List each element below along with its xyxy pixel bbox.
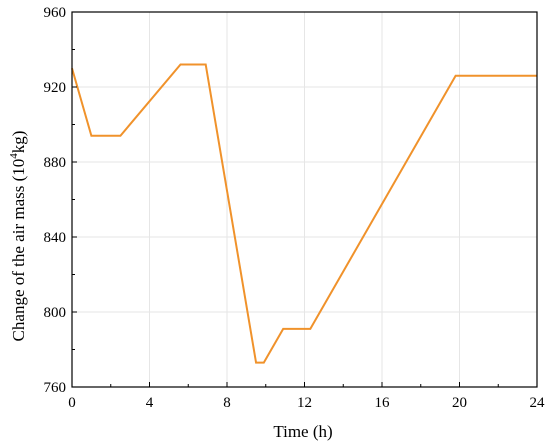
y-tick-label: 760 bbox=[44, 380, 67, 396]
tick-labels: 0 4 8 12 16 20 24 760 800 840 880 920 960 bbox=[44, 5, 546, 411]
tick-marks bbox=[71, 11, 538, 388]
y-tick-label: 960 bbox=[44, 5, 67, 21]
x-tick-label: 8 bbox=[223, 395, 231, 411]
y-axis-label-main: Change of the air mass (10 bbox=[9, 159, 28, 342]
y-tick-label: 840 bbox=[44, 230, 67, 246]
x-tick-label: 12 bbox=[297, 395, 312, 411]
grid-lines bbox=[72, 12, 537, 387]
x-axis-label: Time (h) bbox=[273, 422, 332, 441]
y-axis-label-superscript: 4 bbox=[8, 153, 20, 159]
y-tick-label: 920 bbox=[44, 80, 67, 96]
y-tick-label: 880 bbox=[44, 155, 67, 171]
x-tick-label: 16 bbox=[375, 395, 391, 411]
y-axis-label: Change of the air mass (104kg) bbox=[8, 131, 28, 342]
y-axis-label-unit: kg) bbox=[9, 131, 28, 154]
x-tick-label: 20 bbox=[452, 395, 467, 411]
x-tick-label: 4 bbox=[146, 395, 154, 411]
x-tick-label: 0 bbox=[68, 395, 76, 411]
x-tick-label: 24 bbox=[530, 395, 546, 411]
series-layer bbox=[71, 63, 537, 364]
y-tick-label: 800 bbox=[44, 305, 67, 321]
series-line-0 bbox=[71, 63, 537, 364]
